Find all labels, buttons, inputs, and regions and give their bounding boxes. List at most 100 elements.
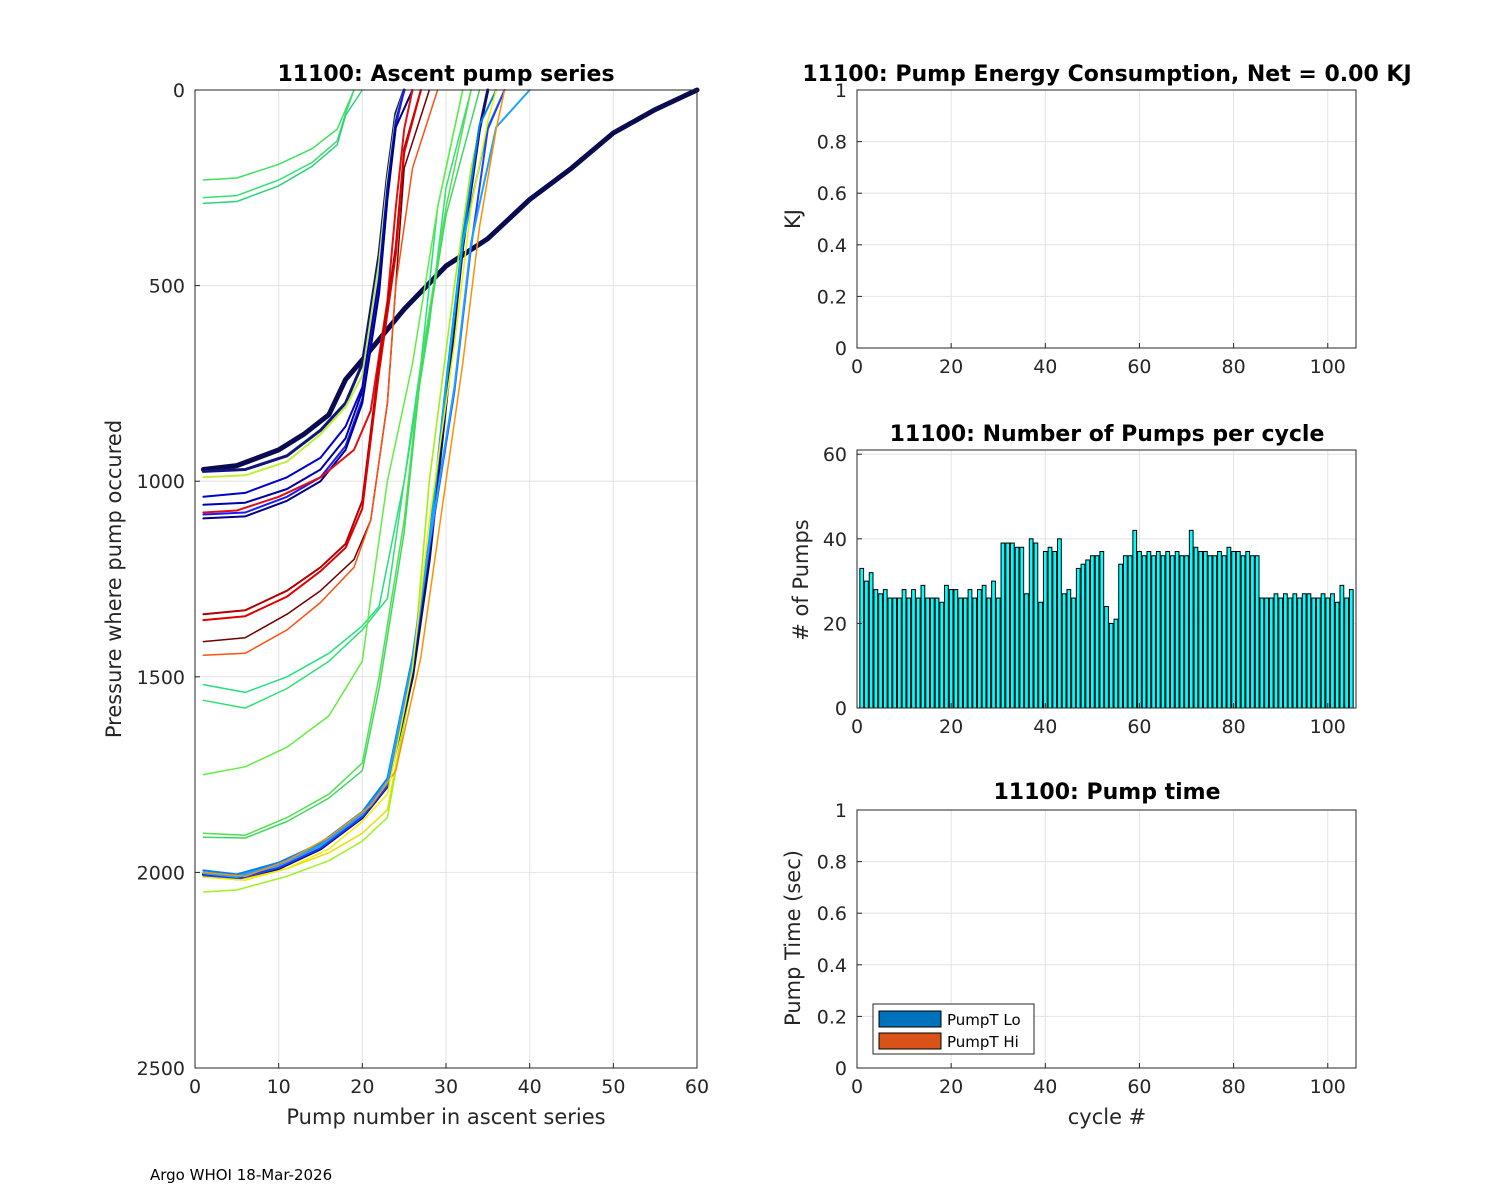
pumps-x-ticks: 0 20 40 60 80 100 [851,703,1346,738]
pumptime-y-ticks: 0 0.2 0.4 0.6 0.8 1 [817,800,862,1080]
x-tick-label: 20 [939,356,963,378]
bar-cycle [906,597,912,709]
bar-cycle [972,597,978,709]
bar-cycle [1330,593,1335,709]
x-tick-label: 20 [350,1076,374,1098]
x-tick-label: 0 [851,1076,863,1098]
y-tick-label: 2000 [137,862,185,884]
series-line-green-g [202,89,481,839]
bar-cycle [1320,593,1326,709]
bar-cycle [1306,593,1312,709]
legend-label-hi: PumpT Hi [947,1033,1019,1051]
series-line-darkred-a [202,89,431,643]
x-tick-label: 40 [1033,716,1057,738]
footer-credit: Argo WHOI 18-Mar-2026 [150,1166,333,1184]
bar-cycle [1005,542,1011,709]
bar-cycle [1193,546,1199,709]
bar-cycle [1028,538,1034,709]
bar-cycle [911,589,916,709]
bar-cycle [1075,567,1081,709]
pumps-per-cycle-axes: 0 20 40 60 80 100 0 20 40 60 11100: Number of Pu… [789,422,1357,738]
x-tick-label: 0 [851,356,863,378]
x-tick-label: 60 [1127,1076,1151,1098]
pumptime-y-label: Pump Time (sec) [781,850,805,1026]
pumptime-legend: PumpT Lo PumpT Hi [872,1003,1035,1055]
y-tick-label: 40 [823,529,847,551]
y-tick-label: 2500 [137,1058,185,1080]
bar-cycle [977,589,982,709]
bar-cycle [873,589,879,709]
x-tick-label: 10 [267,1076,291,1098]
x-tick-label: 60 [1127,356,1151,378]
bar-cycle [1217,551,1222,709]
legend-swatch-lo [878,1010,942,1028]
bar-cycle [1170,555,1175,709]
bar-cycle [878,593,883,709]
y-tick-label: 0.6 [817,903,847,925]
bar-cycle [1155,551,1161,709]
bar-cycle [962,597,968,709]
bar-cycle [1057,538,1062,709]
y-tick-label: 1 [835,800,847,822]
pumps-y-label: # of Pumps [789,519,813,641]
bar-cycle [1019,546,1025,709]
x-tick-label: 40 [1033,1076,1057,1098]
bar-cycle [1038,601,1043,709]
bar-cycle [1052,551,1058,709]
x-tick-label: 80 [1222,716,1246,738]
x-tick-label: 20 [939,1076,963,1098]
energy-title: 11100: Pump Energy Consumption, Net = 0.… [802,62,1411,87]
bar-cycle [1009,542,1015,709]
bar-cycle [1202,551,1208,709]
bar-cycle [1089,555,1095,709]
bar-cycle [1334,601,1340,709]
y-tick-label: 0.8 [817,852,847,874]
series-line-reference [200,87,700,472]
bar-cycle [1122,555,1128,709]
pumptime-x-ticks: 0 20 40 60 80 100 [851,1063,1346,1098]
energy-y-label: KJ [781,209,805,229]
energy-y-ticks: 0 0.2 0.4 0.6 0.8 1 [817,80,862,360]
bar-cycle [868,572,874,709]
bar-cycle [1207,555,1213,709]
series-line-green-a [202,89,355,181]
bar-cycle [1344,597,1349,709]
bar-cycle [967,589,973,709]
bar-cycle [1325,597,1331,709]
bar-cycle [915,597,921,709]
bar-cycle [1212,555,1218,709]
bar-cycle [1297,597,1302,709]
bar-cycle [1137,551,1142,709]
y-tick-label: 0.4 [817,235,847,257]
y-tick-label: 60 [823,444,847,466]
y-tick-label: 1 [835,80,847,102]
x-tick-label: 0 [189,1076,201,1098]
legend-swatch-hi [878,1032,942,1050]
bar-cycle [1071,597,1076,709]
series-line-yellowgreen-b [202,89,489,893]
bar-cycle [1268,597,1274,709]
y-tick-label: 500 [149,276,185,298]
bar-cycle [1221,555,1227,709]
series-line-red-c [202,89,422,622]
bar-cycle [1047,546,1053,709]
bar-cycle [1278,597,1284,709]
ascent-lines [200,87,700,893]
bar-cycle [1339,584,1345,709]
y-tick-label: 0.2 [817,1006,847,1028]
bar-cycle [901,589,907,709]
bar-cycle [892,597,898,709]
bar-cycle [1080,563,1086,709]
pumptime-x-label: cycle # [1068,1105,1147,1129]
pumptime-title: 11100: Pump time [993,780,1220,805]
series-line-orangered-a [202,89,439,657]
x-tick-label: 20 [939,716,963,738]
bar-cycle [1160,555,1166,709]
series-line-green-b [202,89,355,199]
bar-cycle [1184,555,1189,709]
bar-cycle [991,580,996,709]
bar-cycle [1061,593,1067,709]
x-tick-label: 30 [434,1076,458,1098]
bar-cycle [1235,551,1241,709]
